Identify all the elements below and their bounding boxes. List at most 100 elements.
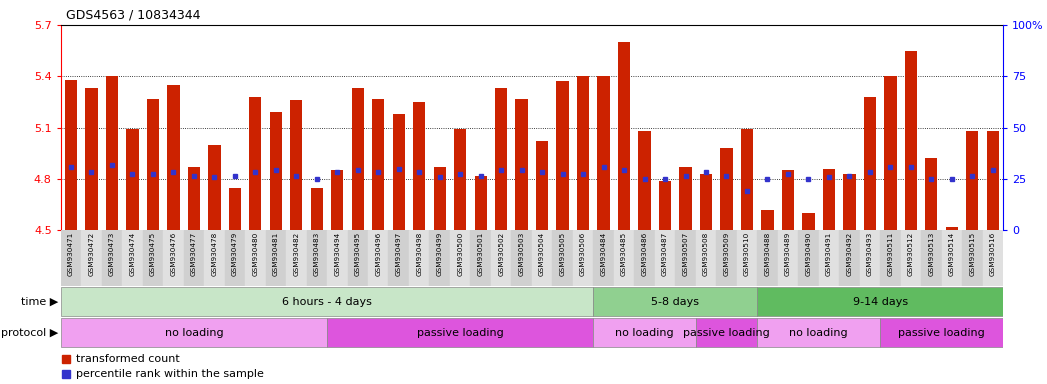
Bar	[270, 112, 282, 230]
Text: GSM930504: GSM930504	[539, 232, 545, 276]
Text: GSM930474: GSM930474	[130, 232, 135, 276]
Bar	[536, 141, 549, 230]
Bar	[393, 114, 405, 230]
Text: GSM930491: GSM930491	[826, 232, 832, 276]
Bar	[864, 97, 876, 230]
Text: GSM930501: GSM930501	[477, 232, 484, 276]
Bar	[802, 213, 815, 230]
Bar	[900, 230, 921, 286]
Bar	[142, 230, 163, 286]
Bar	[65, 80, 77, 230]
Text: GSM930508: GSM930508	[703, 232, 709, 276]
Bar	[352, 88, 364, 230]
Bar	[573, 230, 594, 286]
Bar	[348, 230, 367, 286]
Text: passive loading: passive loading	[898, 328, 985, 338]
Text: GDS4563 / 10834344: GDS4563 / 10834344	[66, 8, 200, 21]
Bar	[228, 188, 241, 230]
Bar	[290, 100, 303, 230]
Text: 6 hours - 4 days: 6 hours - 4 days	[282, 297, 372, 307]
Bar	[598, 76, 609, 230]
Bar	[515, 99, 528, 230]
Bar	[147, 99, 159, 230]
Bar	[839, 230, 860, 286]
Bar	[491, 230, 511, 286]
Text: transformed count: transformed count	[75, 354, 179, 364]
Bar	[962, 230, 982, 286]
Text: GSM930478: GSM930478	[211, 232, 218, 276]
Bar	[204, 230, 225, 286]
Text: GSM930483: GSM930483	[314, 232, 319, 276]
Bar	[885, 76, 896, 230]
Text: protocol ▶: protocol ▶	[1, 328, 59, 338]
Text: GSM930505: GSM930505	[559, 232, 565, 276]
Text: GSM930490: GSM930490	[805, 232, 811, 276]
Bar	[716, 230, 737, 286]
Bar	[61, 230, 82, 286]
Bar	[532, 230, 553, 286]
Text: GSM930482: GSM930482	[293, 232, 299, 276]
Text: no loading: no loading	[789, 328, 848, 338]
Text: no loading: no loading	[164, 328, 223, 338]
Text: GSM930480: GSM930480	[252, 232, 259, 276]
Bar	[594, 318, 696, 347]
Bar	[82, 230, 102, 286]
Bar	[433, 167, 446, 230]
Text: GSM930477: GSM930477	[191, 232, 197, 276]
Text: GSM930500: GSM930500	[458, 232, 463, 276]
Text: GSM930511: GSM930511	[888, 232, 893, 276]
Bar	[474, 175, 487, 230]
Text: GSM930481: GSM930481	[273, 232, 279, 276]
Bar	[511, 230, 532, 286]
Text: GSM930493: GSM930493	[867, 232, 873, 276]
Text: 9-14 days: 9-14 days	[852, 297, 908, 307]
Bar	[634, 230, 654, 286]
Text: GSM930509: GSM930509	[723, 232, 730, 276]
Text: GSM930514: GSM930514	[949, 232, 955, 276]
Text: GSM930473: GSM930473	[109, 232, 115, 276]
Bar	[327, 230, 348, 286]
Bar	[429, 230, 450, 286]
Bar	[163, 230, 183, 286]
Bar	[307, 230, 327, 286]
Bar	[225, 230, 245, 286]
Bar	[659, 181, 671, 230]
Bar	[556, 81, 569, 230]
Bar	[388, 230, 409, 286]
Bar	[819, 230, 839, 286]
Bar	[843, 174, 855, 230]
Bar	[741, 129, 753, 230]
Text: GSM930479: GSM930479	[231, 232, 238, 276]
Bar	[102, 230, 122, 286]
Text: passive loading: passive loading	[417, 328, 504, 338]
Text: no loading: no loading	[616, 328, 674, 338]
Text: GSM930486: GSM930486	[642, 232, 647, 276]
Bar	[208, 145, 221, 230]
Bar	[778, 230, 798, 286]
Bar	[639, 131, 650, 230]
Bar	[798, 230, 819, 286]
Bar	[331, 170, 343, 230]
Bar	[85, 88, 97, 230]
Text: GSM930516: GSM930516	[989, 232, 996, 276]
Text: GSM930506: GSM930506	[580, 232, 586, 276]
Text: GSM930512: GSM930512	[908, 232, 914, 276]
Text: passive loading: passive loading	[683, 328, 770, 338]
Bar	[860, 230, 881, 286]
Bar	[454, 129, 466, 230]
Text: GSM930476: GSM930476	[171, 232, 176, 276]
Bar	[761, 210, 774, 230]
Bar	[577, 76, 589, 230]
Bar	[986, 131, 999, 230]
Bar	[966, 131, 979, 230]
Text: GSM930507: GSM930507	[683, 232, 689, 276]
Bar	[757, 318, 881, 347]
Text: time ▶: time ▶	[21, 297, 59, 307]
Bar	[614, 230, 634, 286]
Bar	[618, 42, 630, 230]
Bar	[945, 227, 958, 230]
Bar	[187, 167, 200, 230]
Bar	[757, 230, 778, 286]
Bar	[782, 170, 794, 230]
Bar	[61, 318, 327, 347]
